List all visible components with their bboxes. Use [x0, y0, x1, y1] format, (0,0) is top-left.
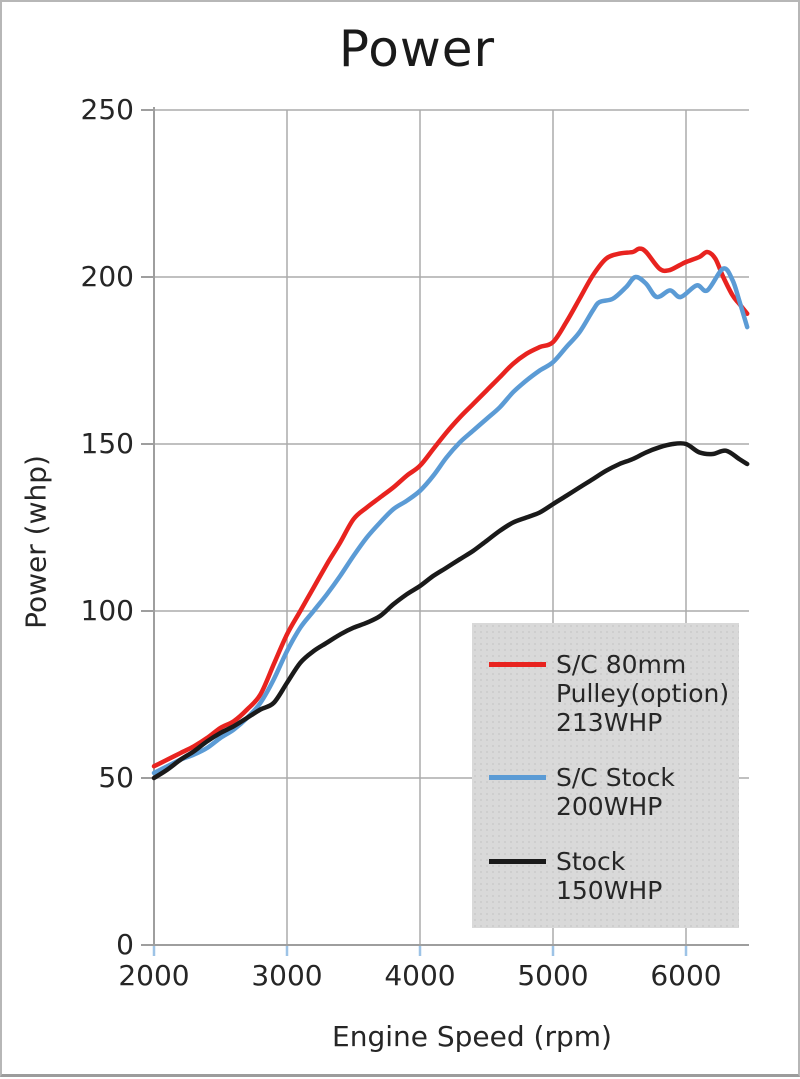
- x-tick-label-6000: 6000: [650, 959, 722, 992]
- legend-entry-sc-stock: S/C Stock 200WHP: [489, 763, 729, 821]
- x-axis-title: Engine Speed (rpm): [332, 1020, 612, 1053]
- x-tick-label-5000: 5000: [517, 959, 589, 992]
- x-tick-label-4000: 4000: [384, 959, 456, 992]
- y-tick-label-200: 200: [80, 260, 134, 293]
- series-line-stock: [151, 440, 750, 781]
- legend-entry-sc-80mm-pulley: S/C 80mm Pulley(option) 213WHP: [489, 650, 729, 737]
- y-tick-label-100: 100: [80, 594, 134, 627]
- legend-entry-stock: Stock 150WHP: [489, 847, 729, 905]
- y-tick-label-50: 50: [98, 761, 134, 794]
- y-tick-label-250: 250: [80, 93, 134, 126]
- legend-label-sc-80mm-pulley: S/C 80mm Pulley(option) 213WHP: [556, 650, 730, 737]
- legend-label-sc-stock: S/C Stock 200WHP: [556, 763, 675, 821]
- series-line-sc-80mm-pulley: [151, 246, 750, 769]
- legend-label-stock: Stock 150WHP: [556, 847, 663, 905]
- series-line-sc-stock: [151, 266, 750, 776]
- legend: S/C 80mm Pulley(option) 213WHP S/C Stock 200…: [472, 623, 739, 928]
- y-axis-title: Power (whp): [19, 455, 53, 629]
- y-tick-label-0: 0: [116, 928, 134, 961]
- x-tick-label-3000: 3000: [251, 959, 323, 992]
- x-tick-label-2000: 2000: [118, 959, 190, 992]
- chart-title: Power: [338, 20, 496, 78]
- legend-swatch-sc-stock: [489, 775, 546, 780]
- legend-swatch-sc-80mm-pulley: [489, 662, 546, 667]
- legend-swatch-stock: [489, 859, 546, 864]
- y-tick-label-150: 150: [80, 427, 134, 460]
